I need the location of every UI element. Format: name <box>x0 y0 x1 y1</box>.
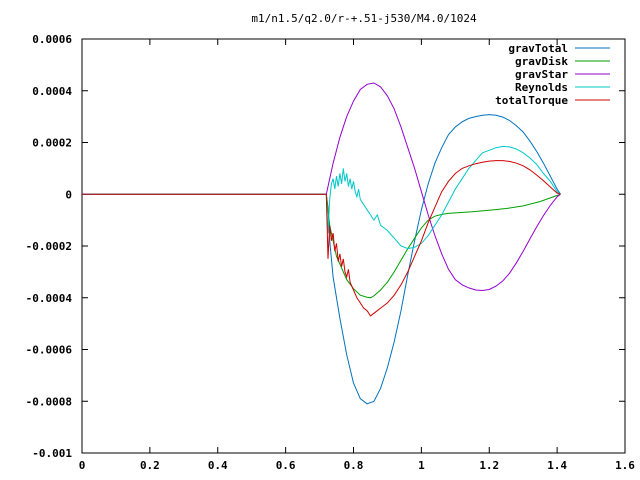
legend: gravTotalgravDiskgravStarReynoldstotalTo… <box>495 42 610 107</box>
series-line-totaltorque <box>82 160 561 317</box>
legend-label: totalTorque <box>495 94 568 107</box>
y-tick-label: 0.0002 <box>32 137 72 150</box>
y-tick-label: -0.001 <box>32 447 72 460</box>
y-tick-label: -0.0008 <box>26 395 72 408</box>
legend-label: gravTotal <box>508 42 568 55</box>
y-tick-label: 0.0006 <box>32 33 72 46</box>
series-line-gravstar <box>82 82 561 292</box>
x-tick-label: 1 <box>418 459 425 472</box>
chart-title: m1/n1.5/q2.0/r-+.51-j530/M4.0/1024 <box>251 12 477 25</box>
series-line-reynolds <box>82 145 561 250</box>
x-tick-label: 1.4 <box>547 459 567 472</box>
x-tick-label: 0.8 <box>344 459 364 472</box>
x-tick-label: 0.2 <box>140 459 160 472</box>
y-axis: -0.001 -0.0008 -0.0006 -0.0004 -0.0002 0 0.000… <box>26 33 625 460</box>
x-tick-label: 1.2 <box>479 459 499 472</box>
y-tick-label: -0.0004 <box>26 292 73 305</box>
x-tick-label: 0.6 <box>276 459 296 472</box>
y-tick-label: 0 <box>65 188 72 201</box>
series-line-gravdisk <box>82 193 561 299</box>
x-tick-label: 1.6 <box>615 459 635 472</box>
x-tick-label: 0.4 <box>208 459 228 472</box>
series-group <box>82 82 561 405</box>
y-tick-label: 0.0004 <box>32 85 72 98</box>
legend-label: gravStar <box>515 68 568 81</box>
x-axis: 0 0.2 0.4 0.6 0.8 1 1.2 1.4 1.6 <box>79 39 635 472</box>
y-tick-label: -0.0006 <box>26 344 73 357</box>
series-line-gravtotal <box>82 114 561 405</box>
legend-label: Reynolds <box>515 81 568 94</box>
y-tick-label: -0.0002 <box>26 240 72 253</box>
legend-label: gravDisk <box>515 55 568 68</box>
x-tick-label: 0 <box>79 459 86 472</box>
